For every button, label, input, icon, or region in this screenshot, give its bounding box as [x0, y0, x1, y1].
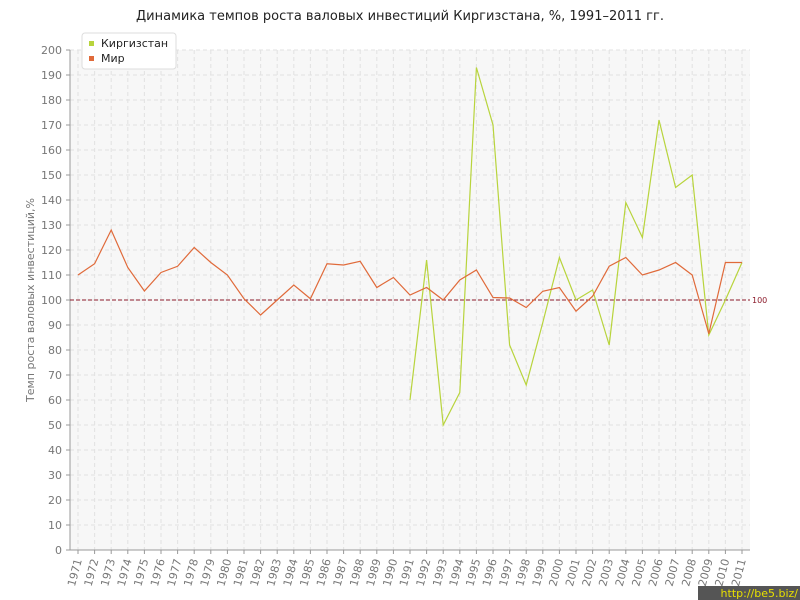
y-tick-label: 120	[41, 244, 62, 257]
series-line	[409, 67, 743, 428]
y-tick-label: 70	[48, 369, 62, 382]
y-tick-label: 100	[41, 294, 62, 307]
legend-label: Мир	[101, 52, 125, 65]
y-tick-label: 30	[48, 469, 62, 482]
y-tick-label: 130	[41, 219, 62, 232]
y-tick-label: 170	[41, 119, 62, 132]
legend-box	[81, 32, 177, 70]
watermark: http://be5.biz/	[721, 587, 799, 600]
legend-swatch	[89, 56, 94, 61]
y-tick-label: 90	[48, 319, 62, 332]
y-tick-label: 150	[41, 169, 62, 182]
y-tick-label: 10	[48, 519, 62, 532]
legend: Киргизстан Мир	[81, 32, 177, 70]
y-axis-label: Темп роста валовых инвестиций,%	[24, 198, 37, 403]
reference-label: 100	[752, 296, 767, 305]
y-tick-label: 200	[41, 44, 62, 57]
watermark-bg	[698, 586, 800, 600]
legend-label: Киргизстан	[101, 37, 168, 50]
y-tick-label: 180	[41, 94, 62, 107]
y-tick-label: 110	[41, 269, 62, 282]
y-tick-label: 40	[48, 444, 62, 457]
y-tick-label: 0	[55, 544, 62, 557]
legend-swatch	[89, 41, 94, 46]
y-tick-label: 50	[48, 419, 62, 432]
y-tick-label: 140	[41, 194, 62, 207]
x-tick-label: 2011	[729, 557, 749, 587]
y-tick-label: 80	[48, 344, 62, 357]
y-tick-label: 160	[41, 144, 62, 157]
series-line	[77, 228, 742, 334]
chart-title: Динамика темпов роста валовых инвестиций…	[136, 9, 664, 24]
y-tick-label: 190	[41, 69, 62, 82]
y-tick-label: 60	[48, 394, 62, 407]
y-tick-label: 20	[48, 494, 62, 507]
